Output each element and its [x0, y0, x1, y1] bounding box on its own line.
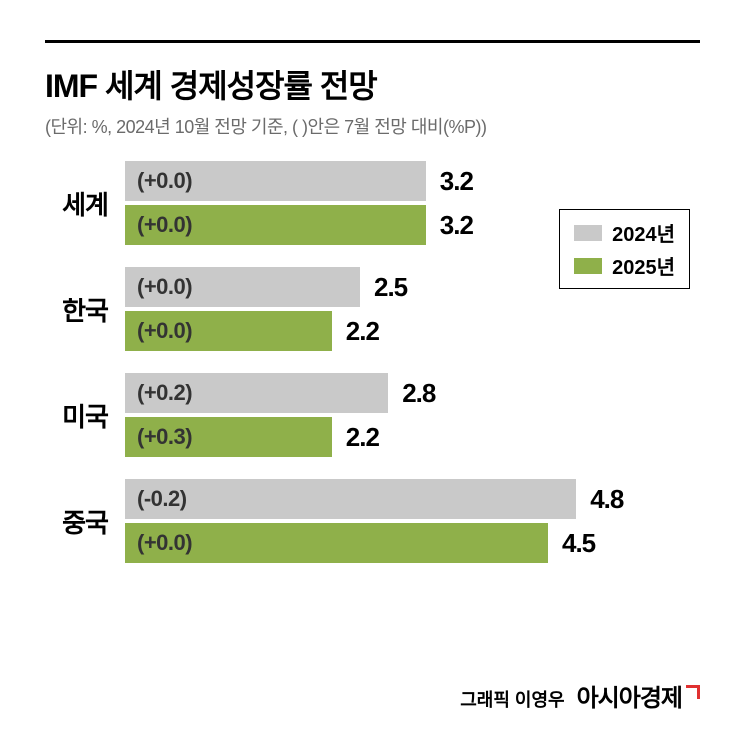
- bar-delta: (+0.0): [137, 318, 192, 344]
- bar-delta: (+0.0): [137, 168, 192, 194]
- legend-item-2024: 2024년: [574, 218, 675, 247]
- legend: 2024년 2025년: [559, 209, 690, 289]
- bar-value: 4.8: [590, 484, 623, 515]
- bar-row: (+0.0) 3.2: [125, 161, 700, 201]
- bar-row: (+0.3) 2.2: [125, 417, 700, 457]
- legend-swatch-2024: [574, 225, 602, 241]
- legend-swatch-2025: [574, 258, 602, 274]
- bar-delta: (+0.2): [137, 380, 192, 406]
- bar-value: 2.8: [402, 378, 435, 409]
- bar: (+0.3): [125, 417, 332, 457]
- chart-subtitle: (단위: %, 2024년 10월 전망 기준, ( )안은 7월 전망 대비(…: [45, 113, 700, 139]
- bar: (+0.0): [125, 161, 426, 201]
- brand-mark-icon: [686, 685, 700, 699]
- bar-row: (+0.0) 4.5: [125, 523, 700, 563]
- bar: (+0.2): [125, 373, 388, 413]
- bar-value: 2.2: [346, 316, 379, 347]
- bar-delta: (+0.3): [137, 424, 192, 450]
- credit-author: 그래픽 이영우: [460, 686, 564, 712]
- chart-title: IMF 세계 경제성장률 전망: [45, 61, 700, 107]
- credit-line: 그래픽 이영우 아시아경제: [460, 678, 700, 713]
- legend-label-2024: 2024년: [612, 218, 675, 247]
- bar: (-0.2): [125, 479, 576, 519]
- bar: (+0.0): [125, 205, 426, 245]
- chart-area: 2024년 2025년 세계(+0.0)3.2(+0.0)3.2한국(+0.0)…: [45, 161, 700, 563]
- bar-row: (-0.2) 4.8: [125, 479, 700, 519]
- category-label: 중국: [45, 503, 125, 540]
- legend-item-2025: 2025년: [574, 251, 675, 280]
- category-label: 세계: [45, 185, 125, 222]
- top-rule: [45, 40, 700, 43]
- bar: (+0.0): [125, 311, 332, 351]
- brand-text: 아시아경제: [577, 678, 682, 713]
- bar-value: 4.5: [562, 528, 595, 559]
- category-label: 미국: [45, 397, 125, 434]
- bar-value: 2.5: [374, 272, 407, 303]
- bar-delta: (+0.0): [137, 274, 192, 300]
- bar-value: 3.2: [440, 210, 473, 241]
- bar-delta: (+0.0): [137, 530, 192, 556]
- bar-value: 3.2: [440, 166, 473, 197]
- bars-container: (-0.2) 4.8 (+0.0) 4.5: [125, 479, 700, 563]
- bar-group: 미국 (+0.2) 2.8 (+0.3) 2.2: [45, 373, 700, 457]
- bar-value: 2.2: [346, 422, 379, 453]
- bar-delta: (+0.0): [137, 212, 192, 238]
- bar: (+0.0): [125, 267, 360, 307]
- bar-row: (+0.2) 2.8: [125, 373, 700, 413]
- legend-label-2025: 2025년: [612, 251, 675, 280]
- category-label: 한국: [45, 291, 125, 328]
- bar-delta: (-0.2): [137, 486, 187, 512]
- bar: (+0.0): [125, 523, 548, 563]
- brand-logo: 아시아경제: [577, 678, 700, 713]
- bars-container: (+0.2) 2.8 (+0.3) 2.2: [125, 373, 700, 457]
- bar-row: (+0.0) 2.2: [125, 311, 700, 351]
- bar-group: 중국 (-0.2) 4.8 (+0.0) 4.5: [45, 479, 700, 563]
